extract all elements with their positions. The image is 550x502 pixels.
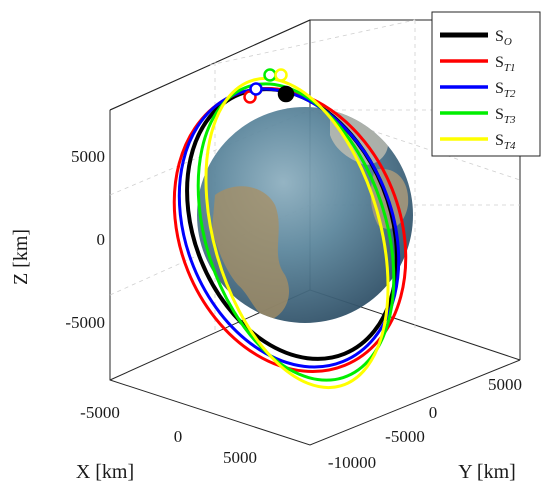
y-tick-label: -10000 xyxy=(328,453,376,472)
orbit-t3 xyxy=(196,82,396,382)
y-tick-label: 0 xyxy=(429,403,438,422)
satellite-marker-t3 xyxy=(263,68,277,82)
y-tick-label: -5000 xyxy=(385,427,425,446)
z-axis-title: Z [km] xyxy=(10,229,32,285)
x-tick-label: 0 xyxy=(174,427,183,446)
satellite-marker-o xyxy=(277,85,295,103)
grid-line xyxy=(209,19,416,66)
z-tick-label: -5000 xyxy=(65,313,105,332)
y-tick-label: 5000 xyxy=(488,375,522,394)
satellite-marker-t2 xyxy=(249,82,263,96)
orbits-group xyxy=(172,68,408,390)
y-axis-title: Y [km] xyxy=(458,461,516,483)
x-tick-label: -5000 xyxy=(80,403,120,422)
x-axis-title: X [km] xyxy=(76,461,134,483)
legend-label: ST3 xyxy=(495,106,516,126)
z-tick-label: 5000 xyxy=(71,147,105,166)
satellite-marker-t4 xyxy=(274,68,288,82)
orbit-t4 xyxy=(204,76,390,390)
x-tick-label: 5000 xyxy=(223,448,257,467)
grid-line xyxy=(309,109,521,181)
z-tick-label: 0 xyxy=(97,230,106,249)
